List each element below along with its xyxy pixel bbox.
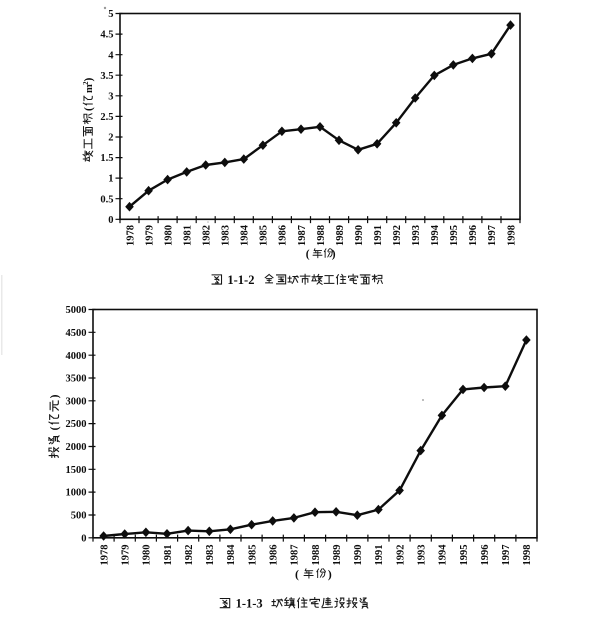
svg-text:1: 1 (108, 174, 113, 185)
svg-text:1-1-3: 1-1-3 (236, 597, 263, 611)
svg-text:3500: 3500 (66, 374, 87, 385)
svg-text:1993: 1993 (411, 225, 422, 246)
svg-text:1980: 1980 (142, 545, 153, 566)
svg-text:1979: 1979 (144, 225, 155, 246)
svg-text:4500: 4500 (66, 328, 87, 339)
svg-text:1981: 1981 (183, 225, 194, 246)
svg-text:1978: 1978 (99, 545, 110, 566)
svg-text:1984: 1984 (226, 544, 237, 566)
svg-text:): ) (332, 248, 336, 260)
svg-text:5: 5 (108, 9, 113, 20)
svg-text:1985: 1985 (259, 225, 270, 246)
svg-text:2: 2 (108, 133, 113, 144)
svg-text:1983: 1983 (221, 225, 232, 246)
svg-text:1989: 1989 (335, 225, 346, 246)
svg-text:5000: 5000 (66, 305, 87, 316)
svg-text:1987: 1987 (297, 225, 308, 246)
svg-text:1500: 1500 (66, 465, 87, 476)
svg-text:1982: 1982 (184, 545, 195, 566)
svg-text:1988: 1988 (316, 225, 327, 246)
svg-text:1982: 1982 (202, 225, 213, 246)
svg-text:1985: 1985 (247, 545, 258, 566)
svg-text:500: 500 (71, 511, 87, 522)
svg-text:1995: 1995 (449, 225, 460, 246)
svg-text:4000: 4000 (66, 351, 87, 362)
svg-text:1979: 1979 (121, 545, 132, 566)
svg-text:2.5: 2.5 (100, 112, 113, 123)
svg-text:1000: 1000 (66, 488, 87, 499)
svg-text:1983: 1983 (205, 545, 216, 566)
svg-text:1984: 1984 (240, 224, 251, 246)
svg-text:1986: 1986 (269, 545, 280, 566)
svg-text:1987: 1987 (290, 545, 301, 566)
svg-text:1992: 1992 (395, 545, 406, 566)
svg-text:1997: 1997 (501, 545, 512, 566)
svg-text:3000: 3000 (66, 396, 87, 407)
svg-text:1995: 1995 (459, 545, 470, 566)
svg-text:(: ( (83, 107, 95, 111)
svg-text:4.5: 4.5 (100, 30, 113, 41)
svg-text:1986: 1986 (278, 225, 289, 246)
svg-text:1994: 1994 (438, 544, 449, 566)
svg-text:1994: 1994 (430, 224, 441, 246)
svg-text:1997: 1997 (487, 225, 498, 246)
svg-text:1989: 1989 (332, 545, 343, 566)
svg-text:1.5: 1.5 (100, 153, 113, 164)
svg-text:1978: 1978 (125, 225, 136, 246)
svg-text:3.5: 3.5 (100, 71, 113, 82)
svg-text:(: ( (306, 248, 310, 260)
svg-text:0: 0 (81, 533, 86, 544)
svg-text:1998: 1998 (506, 225, 517, 246)
svg-text:(: ( (49, 426, 61, 430)
svg-text:0.5: 0.5 (100, 194, 113, 205)
svg-text:1991: 1991 (373, 225, 384, 246)
svg-text:2: 2 (82, 81, 90, 85)
svg-text:1993: 1993 (417, 545, 428, 566)
svg-text:1988: 1988 (311, 545, 322, 566)
svg-text:1-1-2: 1-1-2 (227, 273, 254, 287)
svg-text:1990: 1990 (353, 545, 364, 566)
svg-text:1990: 1990 (354, 225, 365, 246)
svg-text:): ) (328, 567, 332, 581)
svg-text:1996: 1996 (468, 225, 479, 246)
svg-text:0: 0 (108, 215, 113, 226)
svg-text:1980: 1980 (163, 225, 174, 246)
svg-text:1998: 1998 (522, 545, 533, 566)
svg-text:2500: 2500 (66, 419, 87, 430)
svg-text:3: 3 (108, 91, 113, 102)
svg-text:(: ( (295, 567, 299, 581)
svg-text:): ) (49, 394, 61, 398)
svg-text:1991: 1991 (374, 545, 385, 566)
svg-text:1981: 1981 (163, 545, 174, 566)
svg-text:m: m (84, 84, 95, 93)
svg-text:1992: 1992 (392, 225, 403, 246)
svg-text:1996: 1996 (480, 545, 491, 566)
svg-text:2000: 2000 (66, 442, 87, 453)
svg-text:): ) (83, 78, 95, 82)
svg-text:4: 4 (108, 50, 114, 61)
